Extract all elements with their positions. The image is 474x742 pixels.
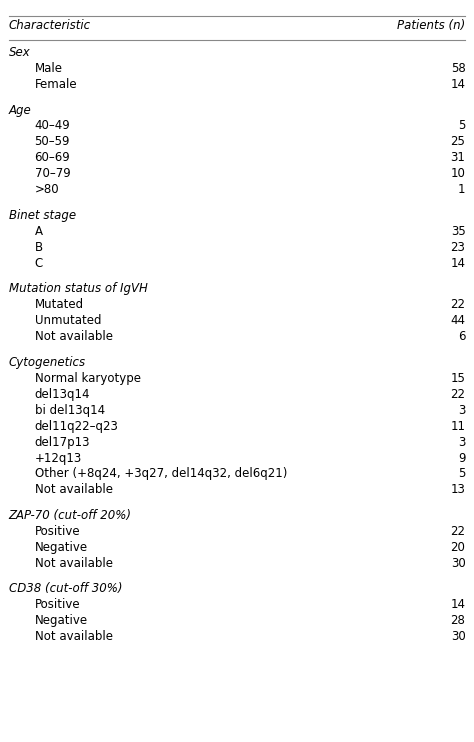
Text: 14: 14 bbox=[450, 598, 465, 611]
Text: 3: 3 bbox=[458, 436, 465, 449]
Text: 31: 31 bbox=[451, 151, 465, 165]
Text: C: C bbox=[35, 257, 43, 270]
Text: Male: Male bbox=[35, 62, 63, 75]
Text: 9: 9 bbox=[458, 451, 465, 464]
Text: 5: 5 bbox=[458, 119, 465, 133]
Text: 22: 22 bbox=[450, 387, 465, 401]
Text: Positive: Positive bbox=[35, 525, 80, 538]
Text: B: B bbox=[35, 240, 43, 254]
Text: Negative: Negative bbox=[35, 614, 88, 628]
Text: 13: 13 bbox=[451, 483, 465, 496]
Text: Binet stage: Binet stage bbox=[9, 209, 76, 222]
Text: Negative: Negative bbox=[35, 541, 88, 554]
Text: 70–79: 70–79 bbox=[35, 167, 70, 180]
Text: 14: 14 bbox=[450, 257, 465, 270]
Text: Age: Age bbox=[9, 103, 31, 116]
Text: 60–69: 60–69 bbox=[35, 151, 70, 165]
Text: 1: 1 bbox=[458, 183, 465, 197]
Text: 40–49: 40–49 bbox=[35, 119, 70, 133]
Text: 44: 44 bbox=[450, 314, 465, 327]
Text: Patients (n): Patients (n) bbox=[397, 19, 465, 33]
Text: Not available: Not available bbox=[35, 630, 113, 643]
Text: 50–59: 50–59 bbox=[35, 135, 70, 148]
Text: 20: 20 bbox=[451, 541, 465, 554]
Text: 30: 30 bbox=[451, 556, 465, 570]
Text: Characteristic: Characteristic bbox=[9, 19, 91, 33]
Text: 11: 11 bbox=[450, 419, 465, 433]
Text: Normal karyotype: Normal karyotype bbox=[35, 372, 141, 385]
Text: del13q14: del13q14 bbox=[35, 387, 90, 401]
Text: 58: 58 bbox=[451, 62, 465, 75]
Text: del11q22–q23: del11q22–q23 bbox=[35, 419, 118, 433]
Text: 5: 5 bbox=[458, 467, 465, 481]
Text: 35: 35 bbox=[451, 225, 465, 238]
Text: CD38 (cut-off 30%): CD38 (cut-off 30%) bbox=[9, 582, 122, 596]
Text: 6: 6 bbox=[458, 330, 465, 344]
Text: 25: 25 bbox=[451, 135, 465, 148]
Text: +12q13: +12q13 bbox=[35, 451, 82, 464]
Text: 14: 14 bbox=[450, 78, 465, 91]
Text: Mutated: Mutated bbox=[35, 298, 84, 312]
Text: Not available: Not available bbox=[35, 483, 113, 496]
Text: 22: 22 bbox=[450, 525, 465, 538]
Text: 28: 28 bbox=[451, 614, 465, 628]
Text: Mutation status of IgVH: Mutation status of IgVH bbox=[9, 282, 147, 295]
Text: del17p13: del17p13 bbox=[35, 436, 90, 449]
Text: ZAP-70 (cut-off 20%): ZAP-70 (cut-off 20%) bbox=[9, 509, 131, 522]
Text: Unmutated: Unmutated bbox=[35, 314, 101, 327]
Text: Positive: Positive bbox=[35, 598, 80, 611]
Text: >80: >80 bbox=[35, 183, 59, 197]
Text: 30: 30 bbox=[451, 630, 465, 643]
Text: 10: 10 bbox=[451, 167, 465, 180]
Text: 15: 15 bbox=[451, 372, 465, 385]
Text: Female: Female bbox=[35, 78, 77, 91]
Text: A: A bbox=[35, 225, 43, 238]
Text: 3: 3 bbox=[458, 404, 465, 417]
Text: 23: 23 bbox=[451, 240, 465, 254]
Text: Not available: Not available bbox=[35, 556, 113, 570]
Text: 22: 22 bbox=[450, 298, 465, 312]
Text: bi del13q14: bi del13q14 bbox=[35, 404, 105, 417]
Text: Sex: Sex bbox=[9, 46, 30, 59]
Text: Cytogenetics: Cytogenetics bbox=[9, 355, 86, 369]
Text: Not available: Not available bbox=[35, 330, 113, 344]
Text: Other (+8q24, +3q27, del14q32, del6q21): Other (+8q24, +3q27, del14q32, del6q21) bbox=[35, 467, 287, 481]
